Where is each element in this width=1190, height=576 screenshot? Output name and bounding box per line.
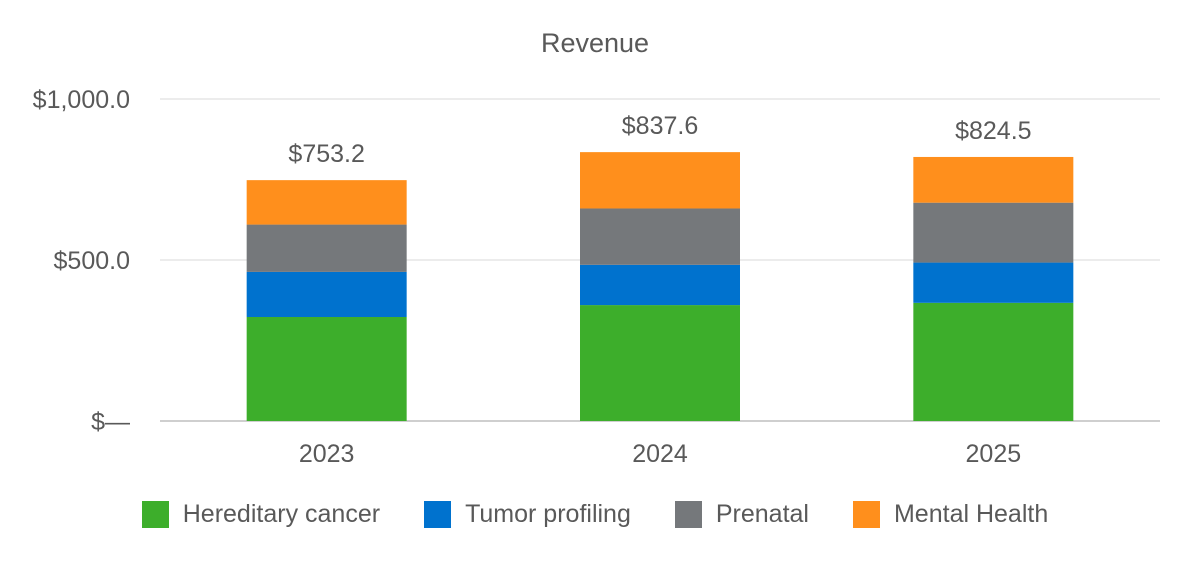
bar-segment-2023-1 [246,271,407,317]
bar-segment-2023-3 [246,180,407,225]
legend-swatch [424,501,452,528]
legend-item: Prenatal [674,500,809,529]
bar-segment-2025-0 [913,302,1074,421]
bar-segment-2024-3 [580,152,740,209]
bar-segment-2025-3 [913,156,1074,203]
legend-label: Mental Health [893,500,1049,528]
bar-segment-2024-1 [580,264,740,306]
bar-total-labels: $753.2 $837.6 $824.5 [288,112,1031,168]
bar-segment-2024-0 [580,305,740,421]
bar-total-label: $824.5 [955,117,1031,145]
bar-segment-2023-0 [246,316,407,421]
bar-total-label: $837.6 [622,112,698,140]
bar-segment-2025-2 [913,202,1074,263]
x-tick-label: 2023 [299,440,355,468]
legend: Hereditary cancer Tumor profiling Prenatal… [0,500,1190,529]
chart-title: Revenue [541,28,649,58]
y-tick-label: $1,000.0 [33,86,130,114]
x-axis-tick-labels: 2023 2024 2025 [299,440,1021,468]
bar-segment-2023-2 [246,224,407,272]
y-tick-label: $— [91,408,130,436]
bar-segment-2024-2 [580,208,740,265]
x-tick-label: 2024 [632,440,688,468]
y-tick-label: $500.0 [54,247,130,275]
legend-label: Prenatal [715,500,809,528]
legend-label: Hereditary cancer [182,500,381,528]
bars [246,152,1074,421]
x-tick-label: 2025 [966,440,1022,468]
bar-total-label: $753.2 [288,140,364,168]
legend-item: Mental Health [852,500,1049,529]
bar-segment-2025-1 [913,262,1074,303]
legend-swatch [141,501,169,528]
y-axis-tick-labels: $— $500.0 $1,000.0 [33,86,130,436]
legend-swatch [674,501,702,528]
legend-swatch [852,501,880,528]
legend-item: Tumor profiling [424,500,631,529]
legend-item: Hereditary cancer [141,500,381,529]
legend-label: Tumor profiling [465,500,631,528]
chart-canvas: Revenue $— $500.0 $1,000.0 $753.2 $837.6 $82… [33,28,1160,468]
